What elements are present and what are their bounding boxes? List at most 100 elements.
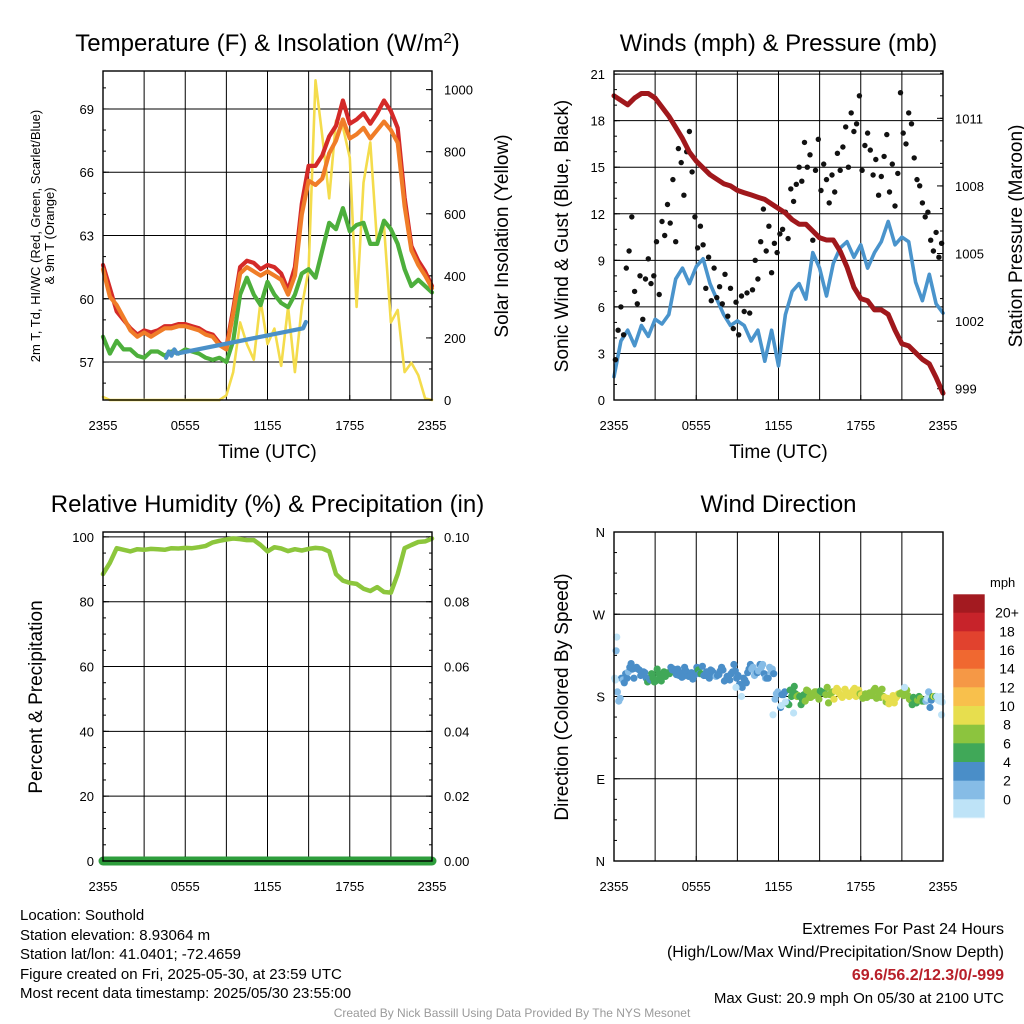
direction-point bbox=[705, 674, 713, 682]
colorbar-swatch bbox=[953, 799, 985, 819]
gust-point bbox=[686, 128, 693, 135]
gust-point bbox=[760, 206, 767, 212]
colorbar-swatch bbox=[953, 594, 985, 614]
gust-point bbox=[870, 172, 876, 178]
station-latlon: Station lat/lon: 41.0401; -72.4659 bbox=[20, 946, 242, 964]
gust-point bbox=[919, 200, 926, 206]
direction-point bbox=[730, 660, 738, 669]
gust-point bbox=[738, 293, 745, 299]
y2-tick-label: 400 bbox=[444, 269, 466, 284]
direction-point bbox=[657, 677, 665, 685]
direction-point bbox=[790, 709, 798, 717]
x-tick-label: 0555 bbox=[682, 879, 711, 894]
y-tick-label: 66 bbox=[80, 165, 94, 180]
series-hi-wc bbox=[164, 319, 308, 360]
gust-point bbox=[845, 164, 852, 170]
gust-point bbox=[708, 298, 714, 304]
gust-point bbox=[843, 124, 849, 130]
series-relative-humidity bbox=[100, 536, 435, 595]
gust-point bbox=[859, 167, 865, 173]
most-recent-timestamp: Most recent data timestamp: 2025/05/30 2… bbox=[20, 985, 352, 1003]
max-gust: Max Gust: 20.9 mph On 05/30 at 2100 UTC bbox=[713, 990, 1004, 1007]
gust-point bbox=[697, 223, 704, 229]
colorbar-swatch bbox=[953, 650, 985, 670]
gust-point bbox=[714, 294, 720, 301]
y-tick-label: 0 bbox=[87, 854, 94, 869]
station-info: Location: Southold Station elevation: 8.… bbox=[20, 906, 351, 1004]
series-station-pressure bbox=[611, 91, 946, 396]
gust-point bbox=[675, 145, 682, 152]
gust-point bbox=[771, 240, 778, 246]
figure-created: Figure created on Fri, 2025-05-30, at 23… bbox=[20, 965, 342, 983]
plot-frame bbox=[102, 531, 433, 862]
colorbar-label: 8 bbox=[1003, 717, 1011, 733]
y-tick-label: 63 bbox=[80, 229, 94, 244]
gust-point bbox=[733, 299, 739, 305]
y-tick-label: 21 bbox=[591, 67, 605, 82]
gust-point bbox=[826, 200, 832, 206]
gust-point bbox=[908, 121, 915, 127]
y-tick-label: 18 bbox=[591, 114, 605, 129]
gust-point bbox=[727, 285, 734, 291]
gust-point bbox=[922, 214, 928, 220]
wind-speed-colorbar: mph 20+ 18 16 14 12 10 8 6 4 2 0 bbox=[952, 575, 1019, 819]
gust-point bbox=[862, 142, 868, 149]
gust-point bbox=[900, 130, 906, 136]
y2-tick-label: 0.10 bbox=[444, 530, 469, 545]
gust-point bbox=[631, 288, 638, 295]
direction-point bbox=[769, 711, 777, 719]
direction-point bbox=[738, 683, 746, 692]
x-tick-label: 2355 bbox=[418, 879, 447, 894]
colorbar-swatch bbox=[953, 631, 985, 651]
gust-point bbox=[642, 276, 649, 282]
y-tick-label: 80 bbox=[80, 595, 94, 610]
y-tick-label: N bbox=[596, 854, 605, 869]
station-elevation: Station elevation: 8.93064 m bbox=[20, 926, 211, 944]
x-tick-label: 2355 bbox=[929, 418, 958, 433]
series-sonic-wind bbox=[612, 219, 945, 379]
colorbar-label: 20+ bbox=[995, 605, 1019, 621]
gust-point bbox=[851, 128, 857, 135]
y-axis-label-line2: & 9m T (Orange) bbox=[42, 187, 57, 284]
direction-point bbox=[938, 711, 946, 719]
y-tick-label: W bbox=[593, 607, 606, 622]
direction-point bbox=[815, 695, 823, 703]
extremes-heading: Extremes For Past 24 Hours bbox=[802, 921, 1004, 938]
y-axis-label: Percent & Precipitation bbox=[26, 600, 47, 793]
gust-point bbox=[804, 164, 810, 170]
direction-point bbox=[641, 669, 649, 677]
gust-point bbox=[774, 249, 780, 256]
gust-point bbox=[829, 172, 835, 178]
gust-point bbox=[777, 231, 783, 237]
y-tick-label: S bbox=[596, 690, 605, 705]
gust-point bbox=[667, 220, 673, 226]
gust-point bbox=[752, 257, 758, 263]
direction-point bbox=[781, 688, 789, 696]
humidity-precipitation-panel: 2355 0555 1155 1755 2355 Relative Humidity (%… bbox=[26, 491, 484, 894]
gust-point bbox=[812, 167, 819, 173]
gust-point bbox=[747, 310, 753, 316]
gust-point bbox=[840, 144, 846, 150]
direction-point bbox=[764, 674, 772, 682]
gust-point bbox=[618, 304, 624, 310]
x-tick-label: 2355 bbox=[600, 418, 629, 433]
gust-point bbox=[911, 155, 917, 161]
gust-point bbox=[744, 290, 750, 296]
gust-point bbox=[763, 248, 769, 254]
direction-point bbox=[925, 688, 933, 696]
y2-tick-label: 999 bbox=[955, 382, 977, 397]
y-tick-label: N bbox=[596, 525, 605, 540]
gust-point bbox=[815, 136, 821, 142]
chart-title-2: Relative Humidity (%) & Precipitation (i… bbox=[51, 491, 484, 518]
colorbar-swatch bbox=[953, 706, 985, 726]
y-axis-label-line1: 2m T, Td, HI/WC (Red, Green, Scarlet/Blu… bbox=[28, 110, 43, 362]
gust-point bbox=[678, 159, 684, 166]
gust-point bbox=[878, 173, 884, 180]
gust-point bbox=[848, 110, 854, 116]
credit-line: Created By Nick Bassill Using Data Provi… bbox=[333, 1006, 691, 1020]
gust-point bbox=[799, 178, 805, 184]
gust-point bbox=[645, 256, 651, 262]
gust-point bbox=[779, 226, 786, 232]
plot-frame bbox=[613, 70, 944, 401]
direction-point bbox=[830, 695, 838, 703]
